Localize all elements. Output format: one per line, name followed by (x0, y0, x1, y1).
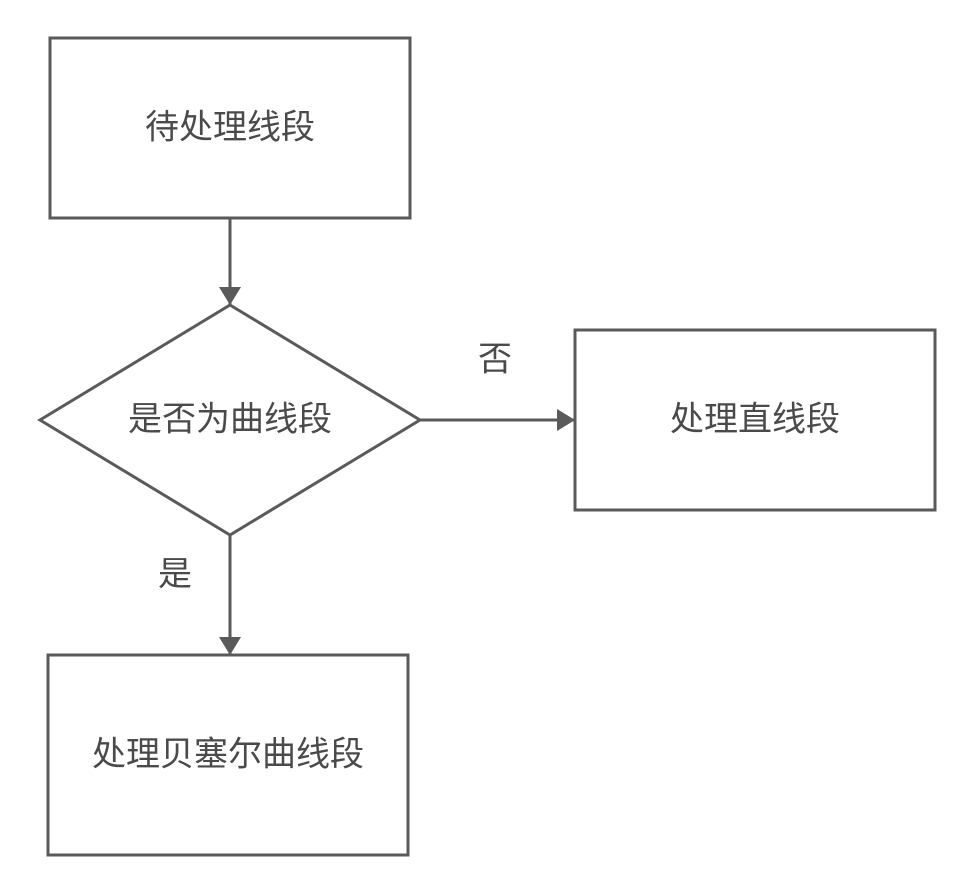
edge-label: 否 (478, 342, 512, 379)
node-label: 是否为曲线段 (128, 401, 332, 439)
flowchart-edge-e3: 是 (158, 535, 230, 655)
node-label: 处理直线段 (670, 401, 840, 439)
node-label: 处理贝塞尔曲线段 (92, 736, 364, 774)
node-label: 待处理线段 (145, 109, 315, 147)
flowchart-node-n1: 待处理线段 (50, 38, 410, 218)
edge-label: 是 (158, 557, 192, 594)
flowchart-node-n2: 是否为曲线段 (40, 305, 420, 535)
flowchart-edge-e2: 否 (420, 342, 575, 421)
flowchart-node-n3: 处理直线段 (575, 330, 935, 510)
flowchart-canvas: 待处理线段是否为曲线段 处理直线段处理贝塞尔曲线段 否是 (0, 0, 971, 891)
flowchart-node-n4: 处理贝塞尔曲线段 (48, 655, 408, 855)
